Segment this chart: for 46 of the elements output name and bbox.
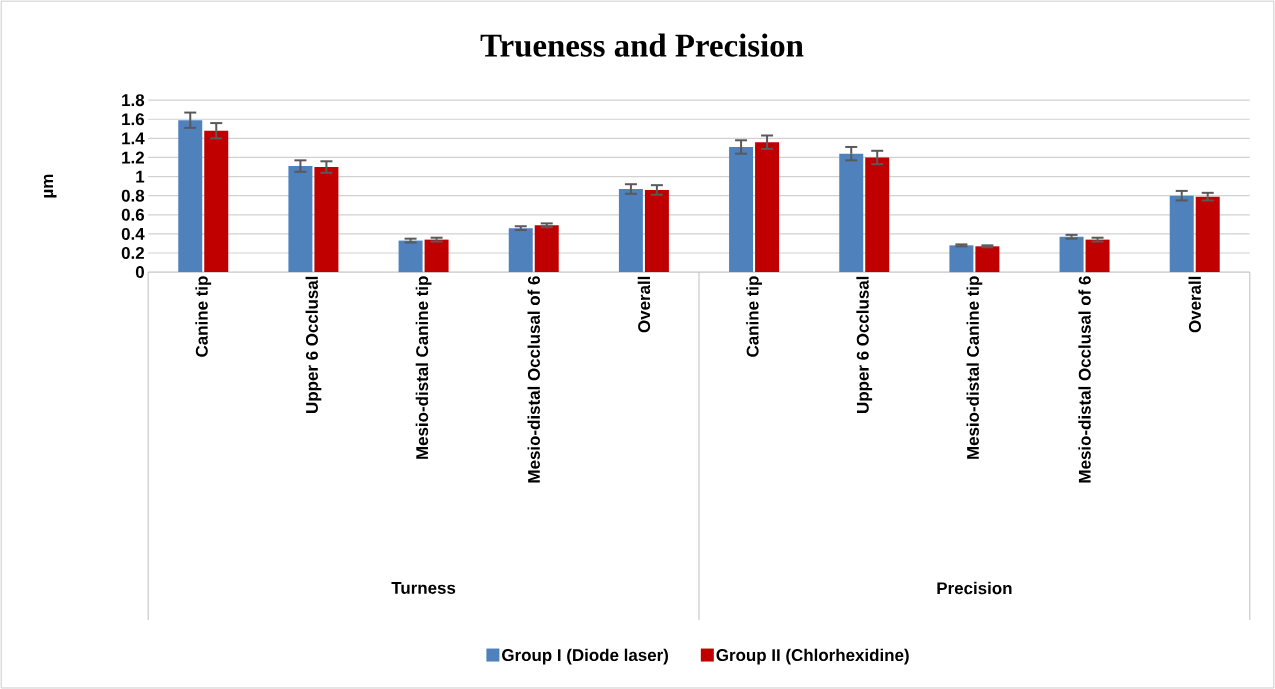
x-tick-label: Mesio-distal Occlusal of 6: [1078, 276, 1091, 483]
bar: [1059, 236, 1084, 273]
bar: [288, 165, 313, 273]
bar: [1195, 196, 1220, 273]
bar: [755, 142, 780, 273]
bar: [644, 189, 669, 273]
x-tick-label: Upper 6 Occlusal: [856, 276, 873, 413]
y-tick-label: 0.4: [121, 227, 145, 240]
bar: [949, 245, 974, 273]
bar: [1085, 239, 1110, 273]
y-tick-label: 1: [136, 170, 145, 183]
bar: [1169, 195, 1194, 273]
y-tick-label: 1.8: [122, 94, 145, 107]
x-tick-label: Canine tip: [195, 276, 212, 357]
legend-label: Group II (Chlorhexidine): [716, 648, 909, 665]
y-axis-title: µm: [43, 174, 57, 198]
x-tick-label: Mesio-distal Canine tip: [966, 276, 983, 459]
y-tick-label: 0: [135, 266, 144, 279]
x-tick-label: Upper 6 Occlusal: [305, 276, 322, 413]
bar: [204, 130, 229, 273]
x-tick-label: Overall: [637, 276, 651, 333]
bar: [508, 228, 533, 273]
y-tick-label: 1.6: [122, 113, 145, 126]
x-tick-label: Mesio-distal Occlusal of 6: [527, 276, 540, 483]
bar: [178, 120, 203, 273]
bar: [839, 153, 864, 273]
y-tick-label: 0.2: [121, 246, 144, 259]
y-tick-label: 0.6: [121, 208, 145, 221]
bar: [865, 157, 890, 273]
bar: [618, 188, 643, 273]
text: Precision: [937, 581, 1012, 595]
chart-title: Trueness and Precision: [480, 33, 804, 57]
bar: [424, 239, 449, 273]
legend-label: Group I (Diode laser): [502, 648, 668, 665]
bar: [398, 240, 423, 273]
bar: [534, 225, 559, 273]
text: Turness: [391, 582, 456, 594]
bar: [729, 146, 754, 273]
y-tick-label: 0.8: [121, 189, 145, 202]
x-tick-label: Mesio-distal Canine tip: [415, 276, 432, 459]
x-tick-label: Canine tip: [746, 276, 762, 357]
bar: [975, 246, 1000, 273]
y-tick-label: 1.2: [122, 151, 144, 164]
bar: [314, 166, 339, 273]
x-tick-label: Overall: [1188, 276, 1201, 333]
y-tick-label: 1.4: [122, 132, 145, 145]
